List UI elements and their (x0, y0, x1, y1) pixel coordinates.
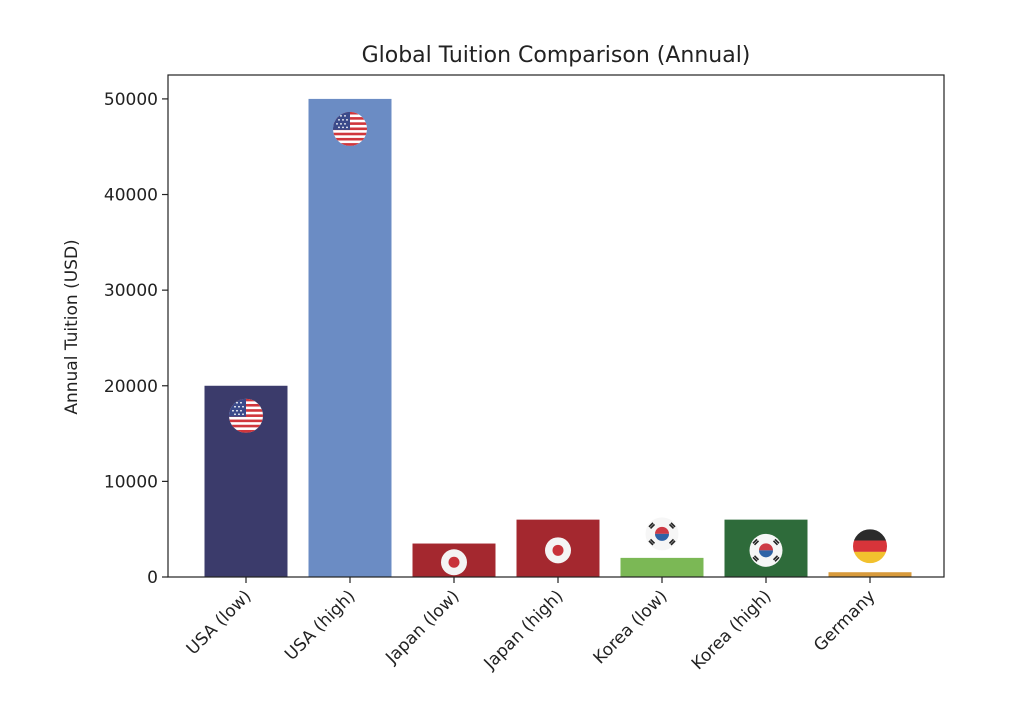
x-tick-label: Germany (810, 586, 879, 655)
bar-4 (620, 557, 704, 577)
x-tick-label: Korea (high) (688, 586, 776, 674)
y-axis-ticks: 0 10000 20000 30000 40000 50000 (104, 90, 168, 588)
y-tick-label: 40000 (104, 186, 158, 206)
plot-frame (167, 74, 945, 578)
japan-flag-icon (545, 537, 571, 564)
chart-title: Global Tuition Comparison (Annual) (362, 43, 751, 68)
japan-flag-icon (441, 549, 467, 576)
x-tick-label: USA (high) (281, 586, 359, 664)
y-tick-label: 10000 (104, 472, 158, 492)
x-tick-label: Japan (low) (381, 586, 463, 668)
x-axis-ticks: USA (low) USA (high) Japan (low) Japan (hig… (183, 577, 880, 674)
y-axis-label: Annual Tuition (USD) (62, 239, 82, 414)
x-tick-label: USA (low) (183, 586, 256, 659)
usa-flag-icon (333, 112, 367, 146)
x-tick-label: Korea (low) (590, 586, 672, 668)
bar-6 (828, 572, 912, 577)
x-tick-label: Japan (high) (480, 586, 568, 674)
y-tick-label: 30000 (104, 281, 158, 301)
usa-flag-icon (229, 399, 263, 433)
korea-flag-icon (749, 533, 783, 568)
germany-flag-icon (853, 529, 887, 563)
y-tick-label: 20000 (104, 377, 158, 397)
bar-1 (308, 98, 392, 578)
bars-layer (204, 98, 912, 578)
y-tick-label: 50000 (104, 90, 158, 110)
y-tick-label: 0 (147, 568, 158, 588)
korea-flag-icon (645, 516, 679, 551)
